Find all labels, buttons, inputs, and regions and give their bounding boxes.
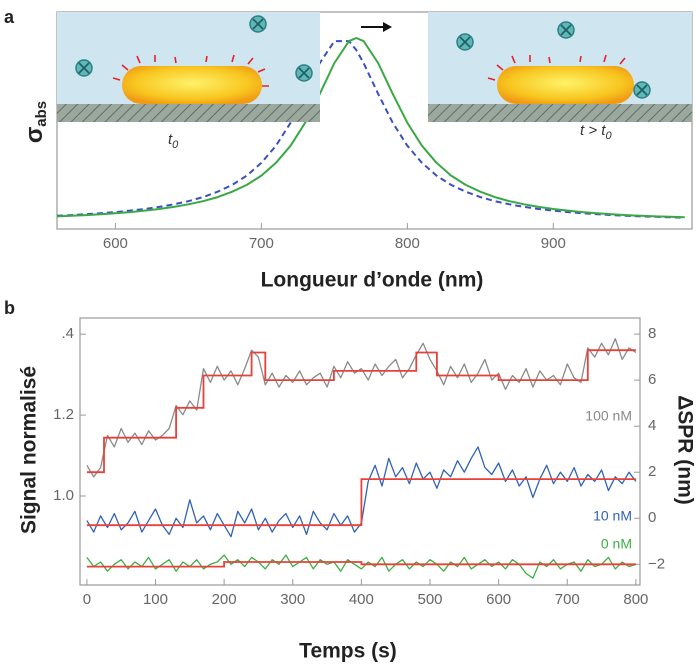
shift-arrow: [361, 22, 392, 32]
y2-tick-label: 4: [648, 417, 656, 434]
y2-axis-label: ΔSPR (nm): [673, 395, 696, 505]
y2-tick-label: 8: [648, 325, 656, 342]
y-tick-label: 1.2: [53, 406, 74, 423]
left-inset: [57, 12, 320, 122]
inset-label-main: t: [168, 131, 173, 148]
panel-label: a: [4, 7, 15, 27]
right-inset: [428, 12, 692, 122]
x-tick-label: 600: [486, 591, 511, 608]
fit-line: [86, 561, 636, 568]
x-tick-label: 800: [623, 591, 648, 608]
x-tick-label: 900: [541, 235, 566, 252]
x-tick-label: 700: [249, 235, 274, 252]
y-tick-label: 1.0: [53, 487, 74, 504]
y2-tick-label: −2: [648, 555, 665, 572]
nanorod: [497, 66, 634, 104]
inset-label-main: t > t: [580, 122, 606, 139]
inset-label-sub: 0: [172, 139, 179, 151]
y-axis-label: σabs: [21, 101, 50, 143]
nanorod: [122, 66, 262, 104]
x-tick-label: 400: [349, 591, 374, 608]
x-tick-label: 700: [555, 591, 580, 608]
fit-line: [86, 478, 636, 527]
y2-tick-label: 6: [648, 371, 656, 388]
series-label: 10 nM: [593, 508, 632, 524]
ligands: [487, 54, 626, 81]
x-axis-label: Longueur d’onde (nm): [261, 269, 484, 292]
x-tick-label: 100: [143, 591, 168, 608]
series-line: [56, 37, 685, 219]
y-tick-label: .4: [61, 325, 74, 342]
series-label: 100 nM: [585, 408, 632, 424]
x-tick-label: 600: [103, 235, 128, 252]
substrate: [57, 104, 320, 122]
ligands: [112, 54, 269, 87]
y2-tick-label: 2: [648, 463, 656, 480]
series-line: [86, 338, 637, 478]
inset-label: t0: [168, 131, 179, 151]
series-label: 0 nM: [601, 536, 632, 552]
x-tick-label: 300: [280, 591, 305, 608]
substrate: [428, 104, 692, 122]
y-axis-label: Signal normalisé: [18, 366, 41, 534]
series-line: [56, 40, 685, 219]
x-axis-label: Temps (s): [299, 640, 397, 663]
inset-label-sub: 0: [605, 130, 612, 142]
y-axis-label-sub: abs: [33, 101, 50, 127]
y2-tick-label: 0: [648, 509, 656, 526]
x-tick-label: 500: [417, 591, 442, 608]
panel-label: b: [4, 298, 15, 318]
y-axis-label-main: σ: [21, 127, 48, 143]
plot-frame: [79, 317, 641, 586]
inset-label: t > t0: [580, 122, 612, 142]
x-tick-label: 0: [83, 591, 91, 608]
fit-line: [86, 349, 636, 474]
x-tick-label: 200: [212, 591, 237, 608]
x-tick-label: 800: [395, 235, 420, 252]
